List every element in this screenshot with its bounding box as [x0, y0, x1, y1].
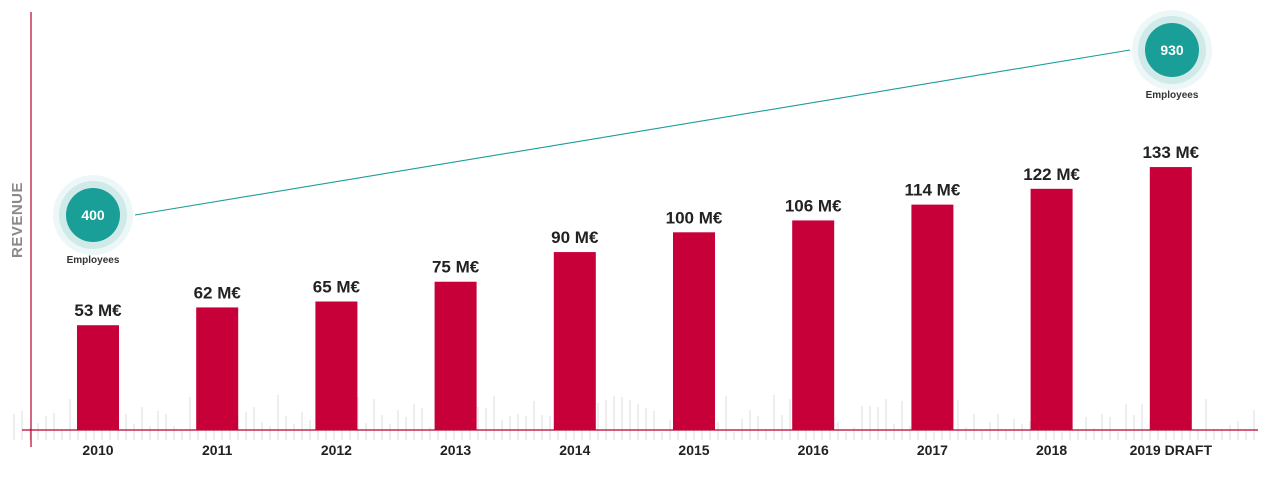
bar-value-label: 106 M€ — [785, 196, 842, 215]
bar — [673, 232, 715, 430]
x-tick-label: 2013 — [440, 442, 471, 458]
employees-label: Employees — [1146, 90, 1199, 101]
bar-value-label: 133 M€ — [1142, 143, 1199, 162]
employees-count: 930 — [1160, 42, 1184, 58]
bar — [911, 204, 954, 430]
bar-value-label: 90 M€ — [551, 228, 599, 247]
bar-value-label: 53 M€ — [74, 301, 122, 320]
bar — [315, 301, 358, 430]
x-tick-label: 2017 — [917, 442, 948, 458]
bar-series: 53 M€ 2010 62 M€ 2011 65 M€ 2012 75 M€ 2013 90 M… — [74, 143, 1212, 458]
bar-value-label: 62 M€ — [194, 283, 242, 302]
y-axis-label: REVENUE — [9, 182, 26, 258]
bar-value-label: 75 M€ — [432, 258, 480, 277]
bar — [1149, 167, 1192, 430]
bar-value-label: 114 M€ — [905, 181, 961, 200]
bar-value-label: 122 M€ — [1023, 165, 1080, 184]
x-tick-label: 2012 — [321, 442, 352, 458]
x-tick-label: 2011 — [202, 442, 233, 458]
bar — [434, 281, 477, 430]
bar — [1030, 188, 1073, 430]
bar-value-label: 65 M€ — [313, 277, 361, 296]
x-tick-label: 2018 — [1036, 442, 1067, 458]
x-tick-label: 2019 DRAFT — [1130, 442, 1213, 458]
bar — [553, 252, 596, 430]
x-tick-label: 2014 — [559, 442, 590, 458]
employees-count: 400 — [81, 207, 105, 223]
employees-bubble: 400 Employees — [53, 175, 133, 266]
bar-value-label: 100 M€ — [666, 208, 723, 227]
bar — [196, 307, 239, 430]
x-tick-label: 2010 — [82, 442, 113, 458]
employees-label: Employees — [67, 255, 120, 266]
bar — [792, 220, 835, 430]
employees-trend-line — [134, 49, 1131, 216]
bar — [77, 325, 119, 430]
x-tick-label: 2015 — [678, 442, 709, 458]
employees-overlay: 400 Employees 930 Employees — [53, 10, 1212, 266]
employees-bubble: 930 Employees — [1132, 10, 1212, 101]
x-tick-label: 2016 — [798, 442, 829, 458]
